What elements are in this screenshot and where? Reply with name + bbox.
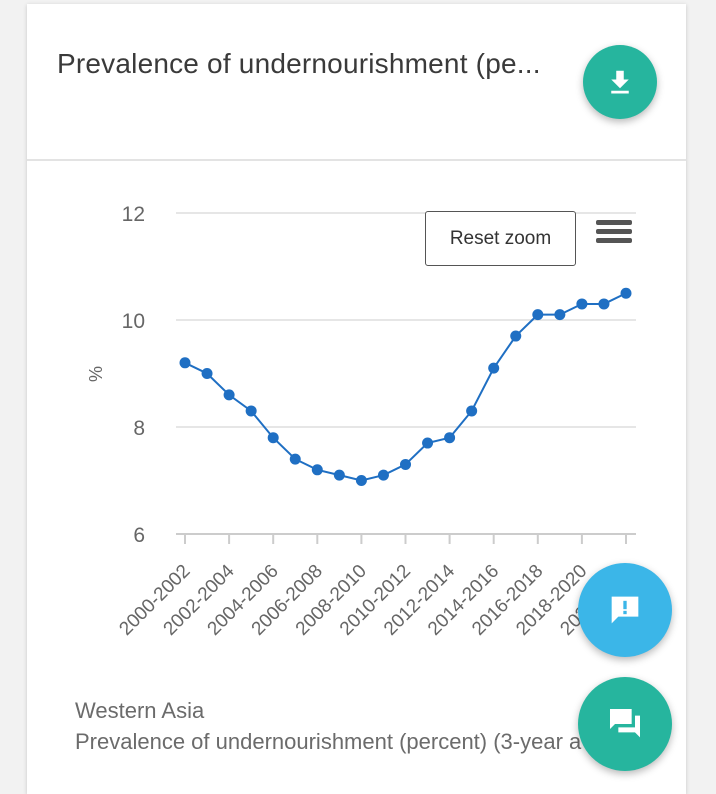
- data-point: [179, 357, 191, 369]
- data-point: [223, 389, 235, 401]
- hamburger-menu-icon[interactable]: [596, 220, 632, 250]
- data-point: [355, 475, 367, 486]
- caption-region: Western Asia: [75, 698, 205, 723]
- y-tick-label: 6: [133, 524, 145, 547]
- data-point: [333, 469, 345, 481]
- chart-caption: Western Asia Prevalence of undernourishm…: [27, 694, 610, 782]
- y-axis-label: %: [86, 366, 106, 382]
- data-point: [201, 368, 213, 379]
- data-point: [532, 309, 544, 321]
- data-point: [620, 287, 632, 299]
- data-point: [311, 464, 323, 476]
- data-point: [289, 453, 301, 465]
- data-point: [598, 298, 610, 310]
- data-point: [422, 437, 434, 449]
- download-icon: [611, 70, 629, 94]
- caption-indicator: Prevalence of undernourishment (percent)…: [75, 729, 610, 754]
- chart-title: Prevalence of undernourishment (pe...: [57, 48, 541, 79]
- series-line: [184, 292, 627, 482]
- line-chart: 681012%2000-20022002-20042004-20062006-2…: [86, 203, 636, 640]
- data-point: [267, 432, 279, 444]
- data-point: [510, 330, 522, 342]
- data-point: [377, 469, 389, 481]
- chat-icon: [610, 709, 640, 738]
- data-point: [576, 298, 588, 310]
- y-tick-label: 8: [133, 417, 145, 440]
- feedback-button[interactable]: [578, 563, 672, 657]
- feedback-alert-icon: [611, 596, 639, 624]
- chat-button[interactable]: [578, 677, 672, 771]
- data-point: [444, 432, 456, 444]
- data-point: [466, 405, 478, 417]
- data-point: [245, 405, 257, 417]
- card-header: Prevalence of undernourishment (pe...: [27, 4, 686, 161]
- reset-zoom-button[interactable]: Reset zoom: [425, 211, 576, 266]
- download-button[interactable]: [583, 45, 657, 119]
- data-point: [488, 362, 500, 374]
- chart-card: Prevalence of undernourishment (pe... 6 8…: [27, 4, 686, 794]
- y-tick-label: 10: [122, 310, 145, 333]
- data-point: [554, 309, 566, 321]
- data-point: [400, 458, 411, 470]
- y-tick-label: 12: [122, 203, 145, 226]
